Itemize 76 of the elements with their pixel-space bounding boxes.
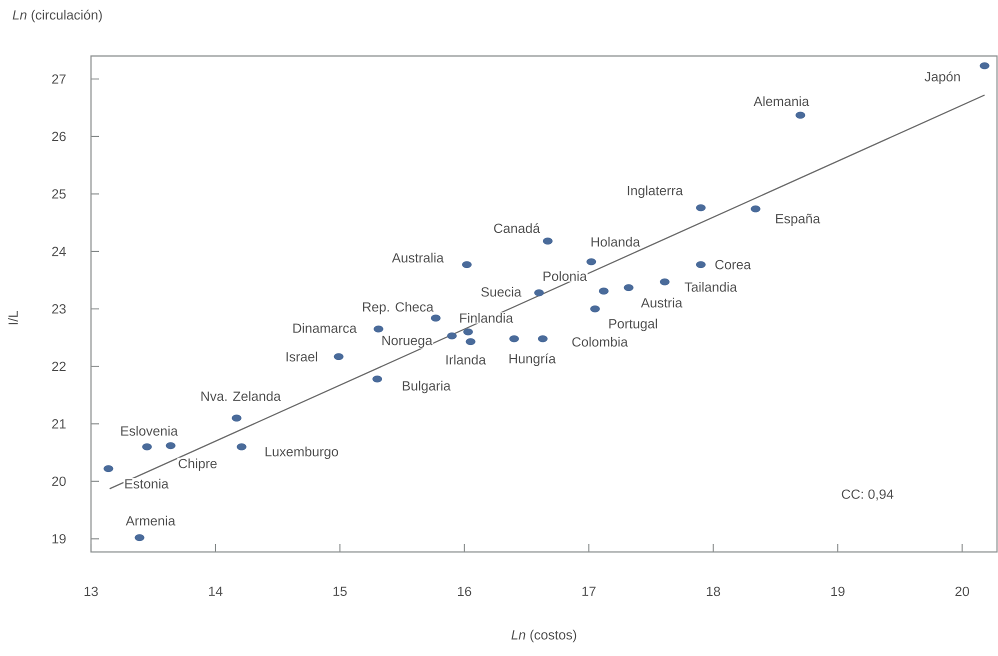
annotation: Rep. Checa bbox=[363, 302, 434, 314]
x-tick-label: 13 bbox=[84, 586, 98, 596]
point bbox=[447, 332, 457, 340]
point bbox=[134, 534, 144, 542]
annotation: Holanda bbox=[592, 236, 640, 247]
y-tick-label: 23 bbox=[52, 304, 66, 314]
y-tick-label: 27 bbox=[52, 74, 66, 84]
point bbox=[750, 205, 760, 212]
point bbox=[236, 443, 246, 450]
annotation: Alemania bbox=[754, 96, 810, 106]
point bbox=[590, 305, 600, 312]
annotation: Chipre bbox=[178, 458, 217, 471]
y-tick-label: 20 bbox=[52, 476, 66, 486]
annotation: Austria bbox=[640, 298, 682, 308]
point bbox=[104, 465, 114, 472]
point bbox=[509, 335, 519, 342]
y-tick-label: 22 bbox=[52, 362, 66, 372]
text: I/L bbox=[8, 311, 18, 324]
annotation: Armenia bbox=[126, 516, 176, 526]
x-tick-label: 17 bbox=[582, 586, 596, 596]
annotation: Inglaterra bbox=[628, 186, 683, 198]
point bbox=[538, 335, 548, 342]
x-tick-label: 18 bbox=[706, 586, 720, 596]
y-tick-label: 21 bbox=[52, 419, 66, 428]
annotation: Noruega bbox=[382, 336, 432, 348]
point bbox=[534, 289, 544, 296]
annotation: Finlandia bbox=[460, 312, 514, 323]
annotation: Corea bbox=[715, 260, 751, 270]
annotation: Dinamarca bbox=[293, 323, 357, 333]
point bbox=[466, 338, 476, 346]
annotation: CC: 0,94 bbox=[842, 489, 894, 500]
annotation: Nva. Zelanda bbox=[201, 391, 281, 401]
point bbox=[462, 261, 472, 268]
annotation: Canadá bbox=[494, 223, 540, 234]
annotation: Portugal bbox=[609, 318, 657, 332]
x-tick-label: 20 bbox=[955, 586, 970, 596]
annotation: Irlanda bbox=[446, 354, 486, 365]
annotation: Hungría bbox=[510, 353, 556, 366]
point bbox=[598, 288, 609, 295]
point bbox=[980, 62, 990, 70]
point bbox=[586, 258, 596, 266]
x-tick-label: 15 bbox=[334, 586, 347, 596]
point bbox=[696, 261, 706, 268]
point bbox=[430, 314, 441, 322]
y-tick-label: 19 bbox=[52, 534, 66, 544]
annotation: Colombia bbox=[572, 336, 628, 347]
point bbox=[374, 326, 384, 332]
annotation: Japón bbox=[924, 71, 960, 84]
x-tick-label: 16 bbox=[458, 586, 472, 596]
y-tick-label: 26 bbox=[52, 132, 66, 142]
point bbox=[463, 328, 473, 336]
annotation: Suecia bbox=[481, 286, 522, 297]
annotation: Polonia bbox=[544, 271, 587, 281]
x-tick-label: 19 bbox=[831, 586, 845, 596]
annotation: Bulgaria bbox=[402, 380, 451, 394]
point bbox=[142, 443, 152, 450]
x-tick-label: 14 bbox=[209, 586, 222, 596]
point bbox=[334, 353, 344, 360]
x-axis-title: Ln (costos) bbox=[511, 630, 576, 642]
annotation: Australia bbox=[392, 252, 444, 263]
annotation: Eslovenia bbox=[121, 426, 178, 436]
point bbox=[796, 112, 806, 119]
annotation: Luxemburgo bbox=[266, 446, 338, 460]
point bbox=[696, 204, 706, 212]
point bbox=[166, 442, 176, 450]
annotation: Israel bbox=[286, 352, 318, 362]
annotation: Tailandia bbox=[684, 282, 738, 292]
point bbox=[660, 278, 670, 286]
point bbox=[624, 284, 634, 292]
y-tick-label: 24 bbox=[52, 246, 66, 256]
point bbox=[542, 238, 553, 245]
point bbox=[232, 414, 242, 422]
annotation: España bbox=[776, 214, 820, 226]
y-axis-title: Ln (circulación) bbox=[12, 10, 102, 22]
annotation: Estonia bbox=[125, 478, 169, 489]
y-tick-label: 25 bbox=[52, 189, 66, 199]
